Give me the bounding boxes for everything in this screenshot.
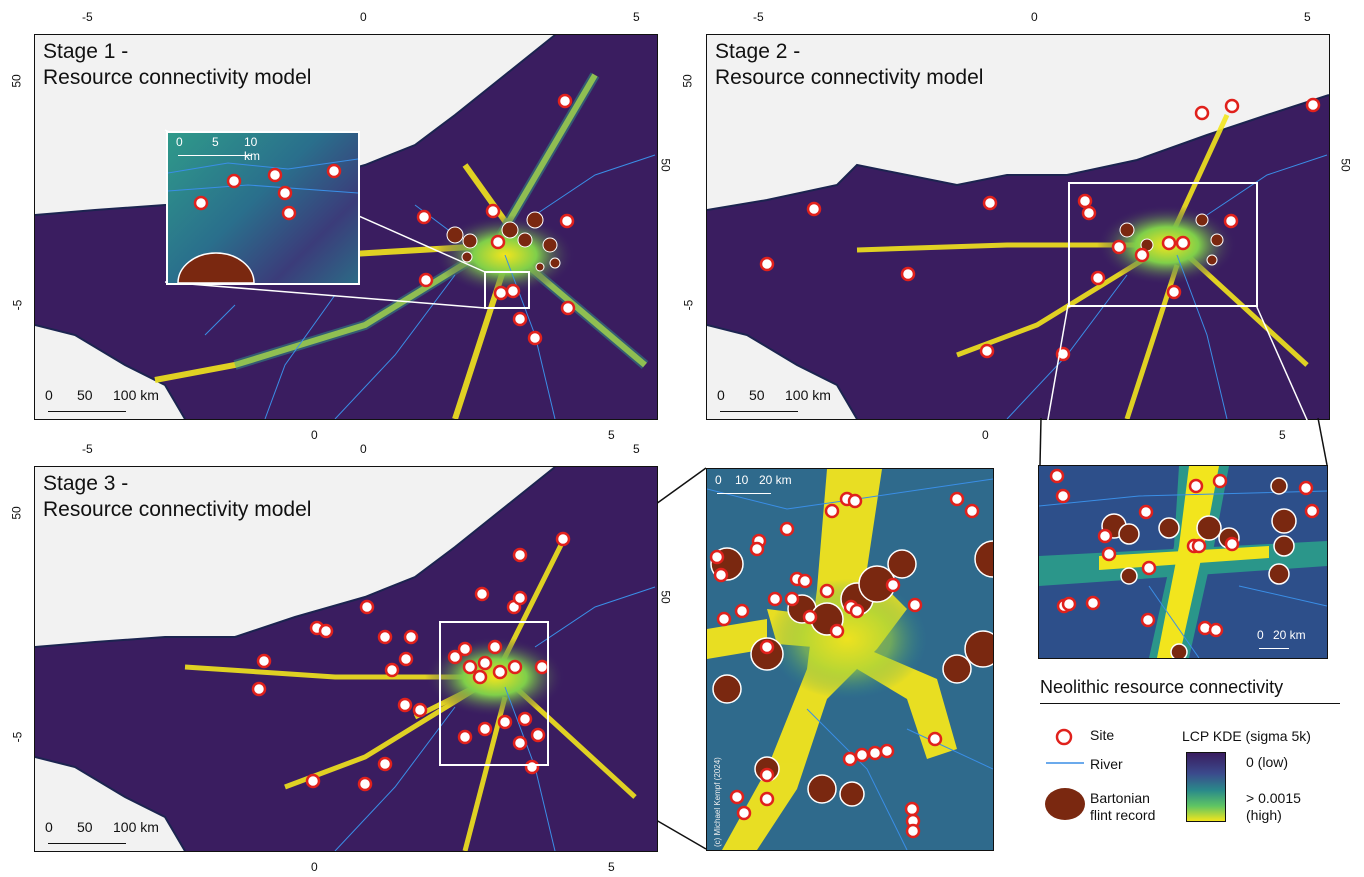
stage2-title-line2: Resource connectivity model	[715, 66, 984, 89]
stage3-map-graphic	[35, 467, 657, 851]
stage3-right-tick: 50	[658, 590, 673, 604]
inset1-scale-10: 10 km	[244, 135, 260, 163]
stage2-map: Stage 2 - Resource connectivity model 0 …	[706, 34, 1330, 420]
stage3-scalebar: 0 50 100 km	[45, 819, 185, 849]
zoom3-scale-0: 0	[715, 473, 722, 487]
stage3-zoom-map: 0 10 20 km (c) Michael Kempf (2024)	[706, 468, 994, 851]
legend-river-label: River	[1090, 756, 1123, 772]
stage3-top-tick: 0	[360, 442, 367, 456]
stage1-title-line1: Stage 1 -	[43, 40, 129, 63]
stage1-title-line2: Resource connectivity model	[43, 66, 312, 89]
sites	[709, 491, 980, 839]
stage3-left-tick: -5	[10, 731, 25, 743]
stage2-scale-100: 100 km	[785, 387, 831, 403]
zoom2-scale-0: 0	[1257, 628, 1264, 642]
flint-record	[177, 252, 255, 283]
zoom2-scalebar: 0 20 km	[1257, 628, 1327, 654]
stage3-bottom-tick: 0	[311, 860, 318, 874]
sites	[251, 531, 571, 792]
stage2-map-graphic	[707, 35, 1329, 419]
stage3-title: Stage 3 - Resource connectivity model	[43, 471, 311, 523]
stage2-scalebar: 0 50 100 km	[717, 387, 857, 417]
legend-site-label: Site	[1090, 727, 1115, 743]
sites	[416, 93, 576, 346]
zoom2-scale-20: 20 km	[1273, 628, 1306, 642]
stage2-title-line1: Stage 2 -	[715, 40, 801, 63]
stage1-title: Stage 1 - Resource connectivity model	[43, 39, 311, 91]
stage3-top-tick: -5	[82, 442, 93, 456]
inset1-scalebar: 0 5 10 km	[176, 135, 266, 163]
stage3-left-tick: 50	[9, 506, 24, 520]
sites	[1049, 468, 1320, 638]
stage3-top-tick: 5	[633, 442, 640, 456]
copyright-text: (c) Michael Kempf (2024)	[713, 757, 722, 847]
flint-blob-icon	[1045, 788, 1085, 820]
legend-title: Neolithic resource connectivity	[1040, 677, 1284, 697]
inset1-scale-0: 0	[176, 135, 183, 149]
stage3-bottom-tick: 5	[608, 860, 615, 874]
stage2-top-tick: 5	[1304, 10, 1311, 24]
stage1-zoom-inset: 0 5 10 km	[166, 131, 360, 285]
stage1-map: Stage 1 - Resource connectivity model 0 …	[34, 34, 658, 420]
stage2-bottom-tick: 0	[982, 428, 989, 442]
stage3-scale-0: 0	[45, 819, 53, 835]
stage1-bottom-tick: 5	[608, 428, 615, 442]
sea-south	[35, 325, 185, 419]
stage2-bottom-tick: 5	[1279, 428, 1286, 442]
stage1-bottom-tick: 0	[311, 428, 318, 442]
stage1-scale-0: 0	[45, 387, 53, 403]
inset1-scale-5: 5	[212, 135, 219, 149]
stage2-title: Stage 2 - Resource connectivity model	[715, 39, 983, 91]
stage2-scale-50: 50	[749, 387, 765, 403]
stage1-scale-100: 100 km	[113, 387, 159, 403]
stage1-top-tick: 5	[633, 10, 640, 24]
zoom3-scalebar: 0 10 20 km	[715, 473, 805, 499]
stage3-scale-50: 50	[77, 819, 93, 835]
zoom3-scale-10: 10	[735, 473, 749, 487]
stage1-top-tick: -5	[82, 10, 93, 24]
flint-records	[710, 540, 993, 807]
stage1-top-tick: 0	[360, 10, 367, 24]
stage3-map: Stage 3 - Resource connectivity model 0 …	[34, 466, 658, 852]
stage2-scale-0: 0	[717, 387, 725, 403]
zoom-frame	[439, 621, 549, 766]
legend-kde-high-1: > 0.0015	[1246, 790, 1301, 806]
legend-kde-title: LCP KDE (sigma 5k)	[1182, 728, 1311, 744]
stage3-title-line2: Resource connectivity model	[43, 498, 312, 521]
inset-frame	[484, 271, 530, 309]
kde-colorbar	[1186, 752, 1226, 822]
flint-records	[446, 211, 561, 272]
legend-kde-low: 0 (low)	[1246, 754, 1289, 770]
legend-kde-high-2: (high)	[1246, 807, 1282, 823]
legend-flint-label-2: flint record	[1090, 807, 1156, 823]
legend-divider	[1040, 703, 1340, 704]
coastline-south	[35, 324, 186, 419]
stage1-scalebar: 0 50 100 km	[45, 387, 185, 417]
zoom-frame	[1068, 182, 1258, 307]
stage1-scale-50: 50	[77, 387, 93, 403]
site-symbol-icon	[1055, 728, 1073, 746]
legend-flint-label-1: Bartonian	[1090, 790, 1150, 806]
sites	[759, 97, 1321, 362]
zoom3-scale-20: 20 km	[759, 473, 792, 487]
stage2-top-tick: -5	[753, 10, 764, 24]
stage2-zoom-map: 0 20 km	[1038, 465, 1328, 659]
stage3-scale-100: 100 km	[113, 819, 159, 835]
rivers	[204, 154, 656, 419]
stage3-title-line1: Stage 3 -	[43, 472, 129, 495]
stage2-top-tick: 0	[1031, 10, 1038, 24]
river-line-icon	[1046, 762, 1084, 764]
